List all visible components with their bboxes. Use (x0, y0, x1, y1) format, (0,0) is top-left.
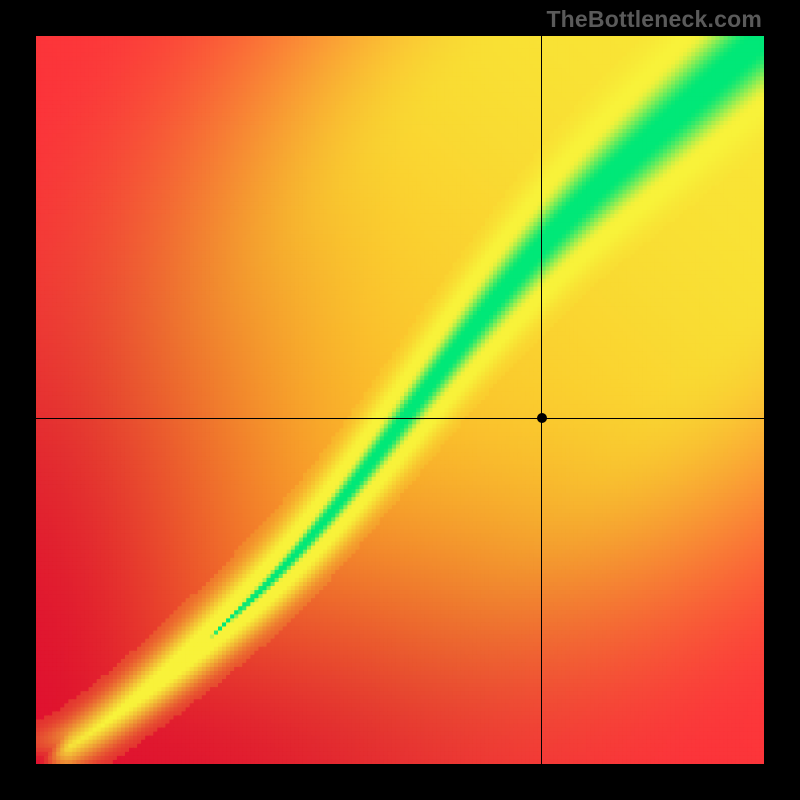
heatmap-canvas (36, 36, 764, 764)
plot-area (36, 36, 764, 764)
chart-container: TheBottleneck.com (0, 0, 800, 800)
crosshair-horizontal (36, 418, 764, 419)
watermark-text: TheBottleneck.com (546, 6, 762, 33)
crosshair-vertical (541, 36, 542, 764)
